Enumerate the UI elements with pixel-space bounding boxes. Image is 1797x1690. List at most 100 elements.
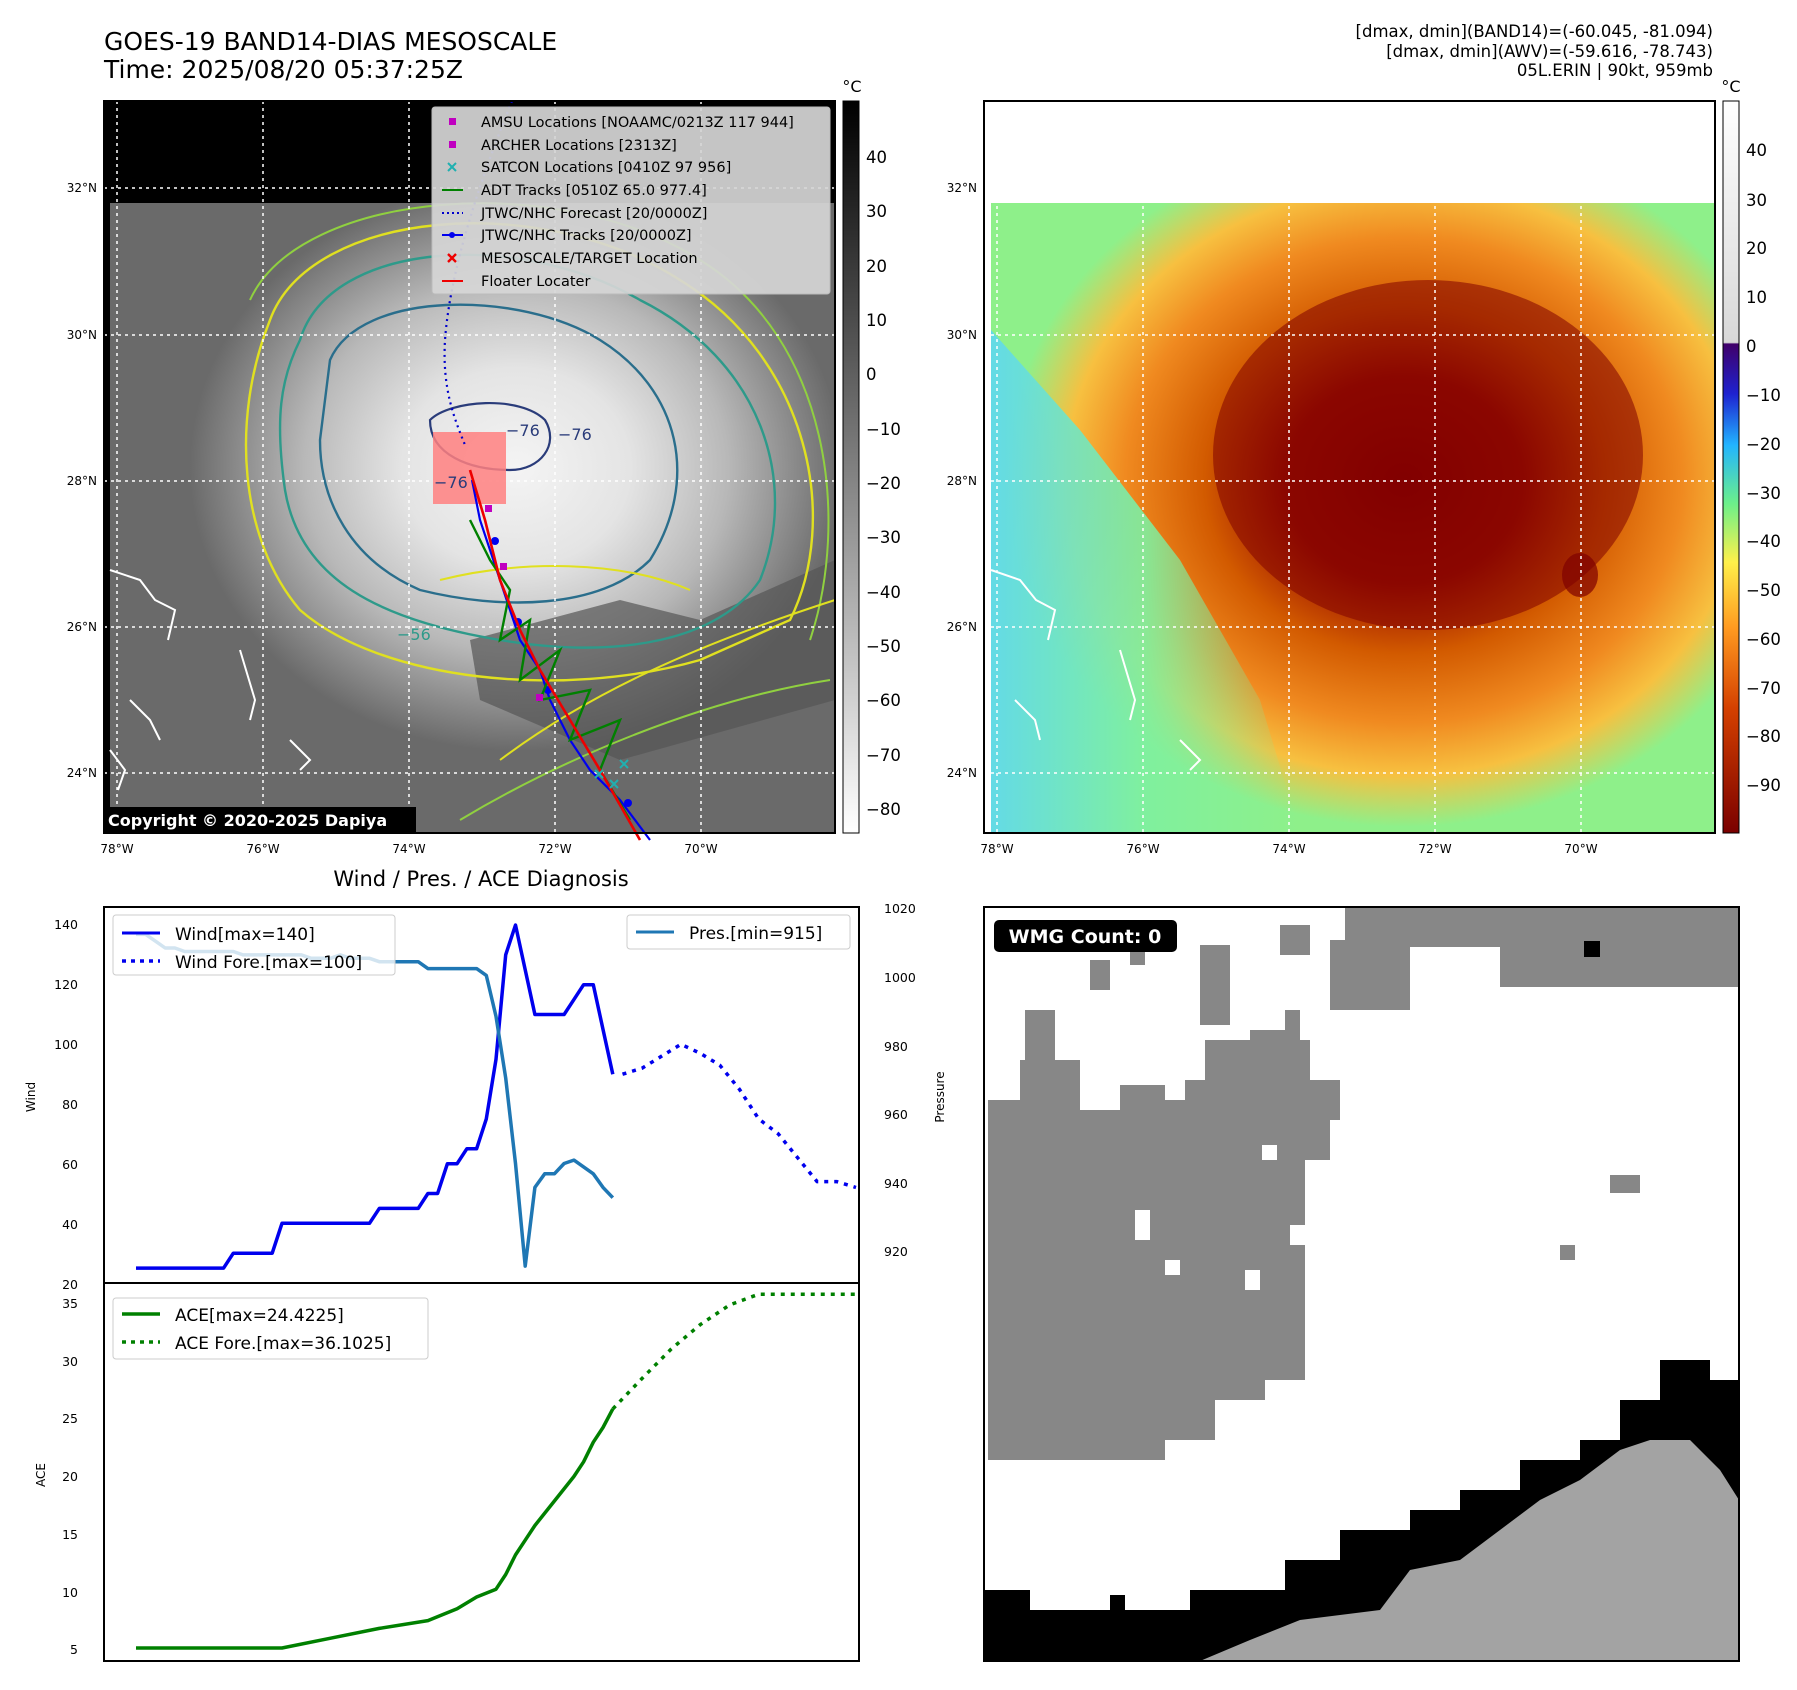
legend-label: MESOSCALE/TARGET Location [481,251,698,267]
legend-label: Wind Fore.[max=100] [175,953,362,973]
wmg-count-text: WMG Count: 0 [1009,926,1162,948]
lon-label: 76°W [246,842,279,856]
series-line-0 [136,1408,615,1650]
ir-lat-labels: 32°N 30°N 28°N 26°N 24°N [67,181,97,780]
wind-y-ticks: 140 120 100 80 60 40 20 [54,917,78,1292]
colorbar-tick: −20 [866,474,901,493]
awv-colorbar: °C 40 30 20 10 0 −10 −20 −30 −40 −50 −60… [1721,77,1781,834]
colorbar-tick: −80 [1746,727,1781,746]
lon-label: 70°W [684,842,717,856]
y-tick: 20 [62,1469,78,1484]
colorbar-tick: −50 [866,637,901,656]
legend-label: SATCON Locations [0410Z 97 956] [481,160,731,176]
awv-lat-labels: 32°N 30°N 28°N 26°N 24°N [947,181,977,780]
lat-label: 26°N [947,620,977,634]
legend-label: ARCHER Locations [2313Z] [481,138,677,154]
colorbar-tick: 20 [866,257,887,276]
pressure-legend: Pres.[min=915] [626,914,851,950]
y-tick: 140 [54,917,78,932]
lon-label: 72°W [538,842,571,856]
legend-label: ACE Fore.[max=36.1025] [175,1334,391,1354]
colorbar-tick: −40 [1746,532,1781,551]
lat-label: 32°N [947,181,977,195]
y2-tick: 1020 [884,901,916,916]
legend-label: ADT Tracks [0510Z 65.0 977.4] [481,183,707,199]
contour-label: −76 [506,421,540,440]
y2-tick: 920 [884,1244,908,1259]
ir-colorbar: °C 40 30 20 10 0 −10 −20 −30 −40 −50 −60… [842,77,901,834]
ace-y-ticks: 35 30 25 20 15 10 5 0 [62,1296,78,1657]
colorbar-tick: 20 [1746,239,1767,258]
colorbar-tick: −70 [1746,679,1781,698]
ir-lon-labels: 78°W 76°W 74°W 72°W 70°W [100,842,717,856]
colorbar-tick: −10 [1746,386,1781,405]
y-tick: 15 [62,1527,78,1542]
y-tick: 100 [54,1037,78,1052]
y2-tick: 960 [884,1107,908,1122]
legend-label: Floater Locater [481,274,590,290]
legend-label: JTWC/NHC Tracks [20/0000Z] [480,228,692,244]
lon-label: 72°W [1418,842,1451,856]
y2-tick: 980 [884,1039,908,1054]
legend-label: ACE[max=24.4225] [175,1306,344,1326]
y-tick: 35 [62,1296,78,1311]
colorbar-tick: −10 [866,420,901,439]
contour-label: −76 [558,425,592,444]
y2-tick: 1000 [884,970,916,985]
ir-panel [103,100,836,841]
colorbar-tick: 0 [1746,337,1757,356]
legend-label: JTWC/NHC Forecast [20/0000Z] [480,206,707,222]
colorbar-tick: 30 [1746,191,1767,210]
lon-label: 70°W [1564,842,1597,856]
colorbar-tick: −40 [866,583,901,602]
wmg-panel [983,906,1740,1662]
copyright-text: Copyright © 2020-2025 Dapiya [108,811,387,830]
legend-label: AMSU Locations [NOAAMC/0213Z 117 944] [481,115,794,131]
contour-label: −76 [434,473,468,492]
chart-title: Wind / Pres. / ACE Diagnosis [333,867,628,891]
contour-label: −56 [397,625,431,644]
lon-label: 78°W [980,842,1013,856]
figure-title: GOES-19 BAND14-DIAS MESOSCALE Time: 2025… [104,27,558,84]
copyright-badge [104,807,416,832]
lon-label: 74°W [1272,842,1305,856]
lat-label: 24°N [947,766,977,780]
series-line-1 [621,1042,857,1190]
stats-line: [dmax, dmin](AWV)=(-59.616, -78.743) [1386,41,1713,61]
pressure-y-ticks: 1020 1000 980 960 940 920 [884,901,916,1259]
wind-legend: Wind[max=140] Wind Fore.[max=100] [112,914,396,976]
colorbar-tick: −50 [1746,581,1781,600]
lat-label: 32°N [67,181,97,195]
colorbar-tick: 30 [866,202,887,221]
colorbar-tick: −20 [1746,435,1781,454]
awv-lon-labels: 78°W 76°W 74°W 72°W 70°W [980,842,1597,856]
colorbar-tick: −60 [1746,630,1781,649]
colorbar-tick: −90 [1746,776,1781,795]
awv-panel [983,100,1716,834]
lon-label: 74°W [392,842,425,856]
lat-label: 26°N [67,620,97,634]
y-tick: 10 [62,1585,78,1600]
lon-label: 78°W [100,842,133,856]
stats-line: [dmax, dmin](BAND14)=(-60.045, -81.094) [1355,22,1713,41]
y-tick: 30 [62,1354,78,1369]
colorbar-tick: 40 [866,148,887,167]
ace-legend: ACE[max=24.4225] ACE Fore.[max=36.1025] [112,1297,429,1360]
lat-label: 30°N [67,328,97,342]
colorbar-tick: 40 [1746,141,1767,160]
y-tick: 25 [62,1411,78,1426]
colorbar-tick: −70 [866,746,901,765]
lat-label: 30°N [947,328,977,342]
colorbar-unit: °C [1721,77,1740,96]
colorbar-tick: −80 [866,800,901,819]
lon-label: 76°W [1126,842,1159,856]
wind-axis-label: Wind [24,1082,38,1112]
pressure-axis-label: Pressure [933,1071,947,1122]
lat-label: 24°N [67,766,97,780]
series-line-0 [136,923,615,1270]
lat-label: 28°N [67,474,97,488]
colorbar-tick: 0 [866,365,877,384]
y-tick: 60 [62,1157,78,1172]
y-tick: 40 [62,1217,78,1232]
